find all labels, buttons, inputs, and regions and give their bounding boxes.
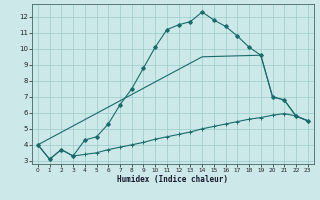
- X-axis label: Humidex (Indice chaleur): Humidex (Indice chaleur): [117, 175, 228, 184]
